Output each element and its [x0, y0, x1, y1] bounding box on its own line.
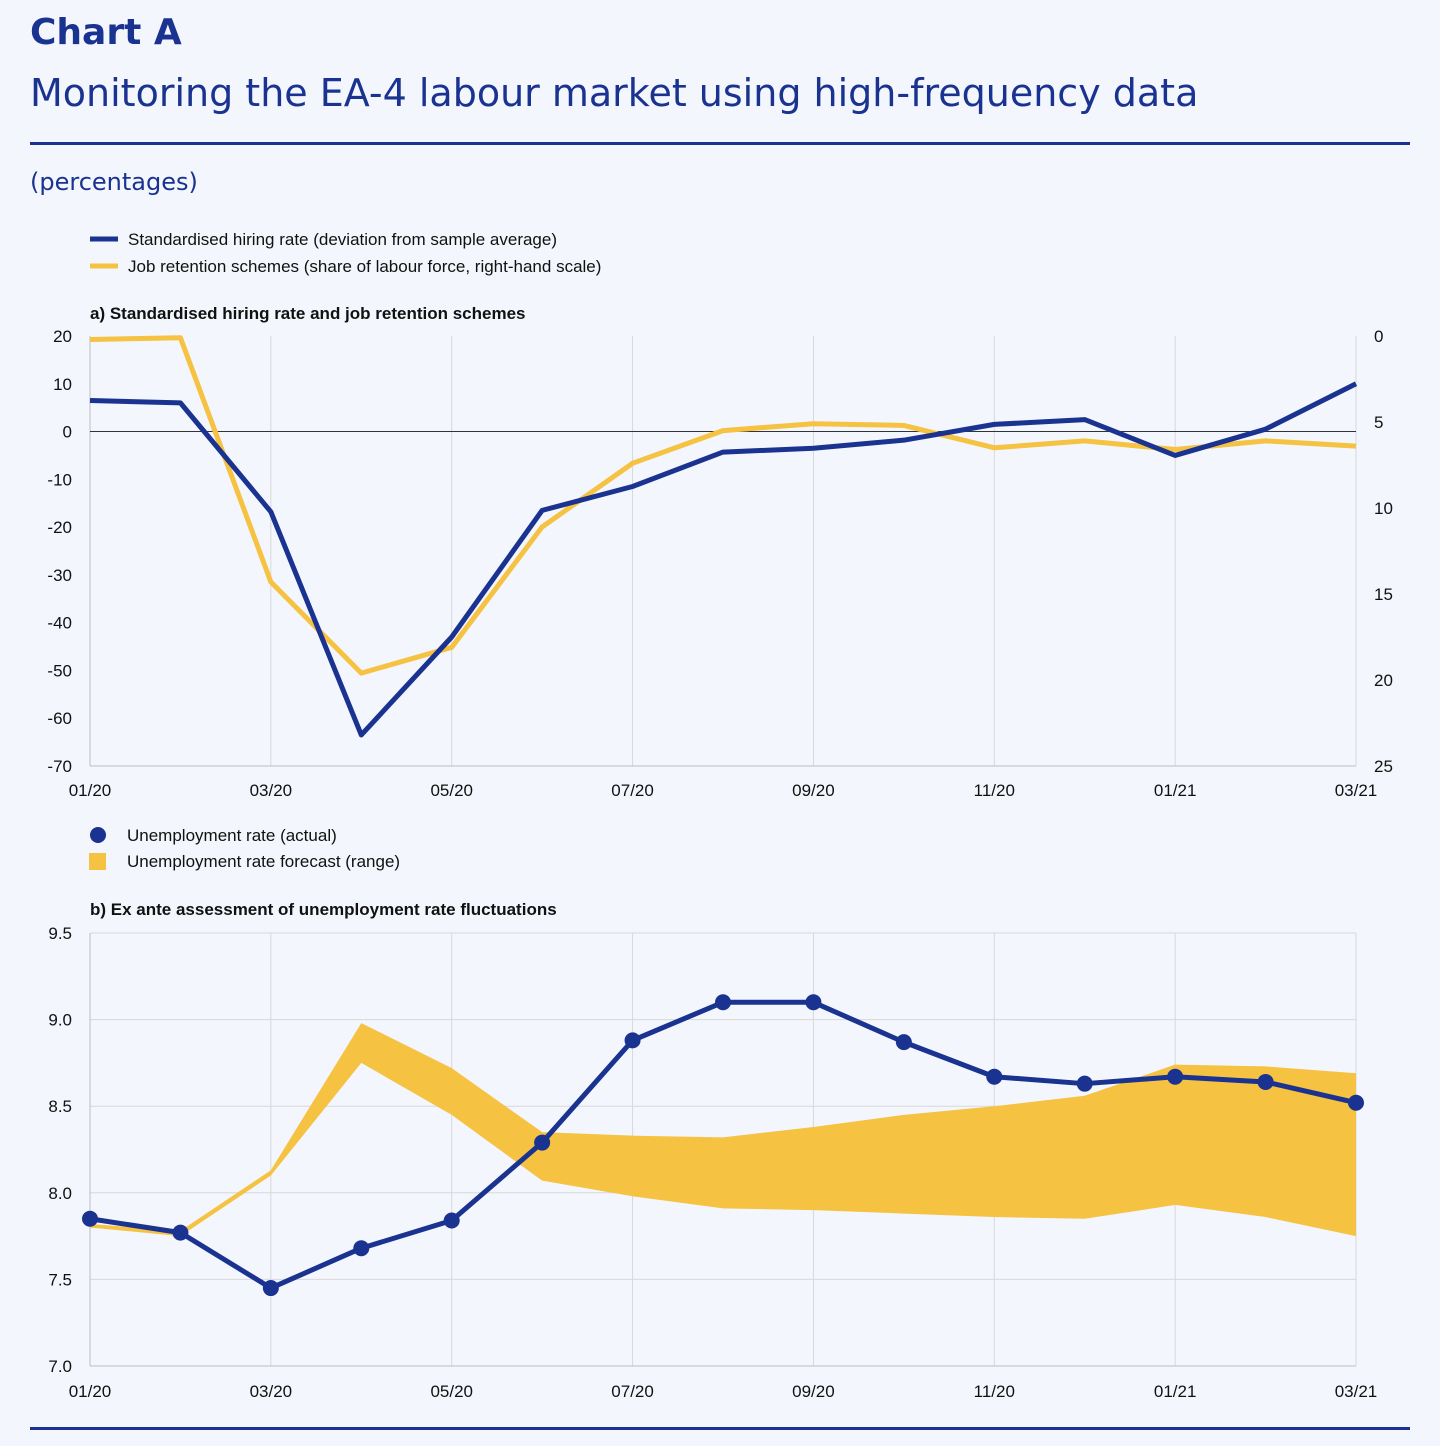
- unemployment-actual-point: [262, 1280, 279, 1297]
- legend-swatch-unemployment-forecast: [89, 853, 106, 870]
- panel-a-x-tick: 01/21: [1154, 781, 1197, 800]
- unemployment-actual-point: [82, 1210, 98, 1227]
- panel-a-right-tick: 10: [1374, 499, 1393, 518]
- unemployment-actual-point: [715, 994, 731, 1011]
- panel-a-x-tick: 05/20: [430, 781, 473, 800]
- panel-a-left-tick: -40: [47, 614, 72, 633]
- unemployment-actual-point: [1348, 1094, 1364, 1111]
- panel-b-x-tick: 03/21: [1335, 1382, 1378, 1401]
- panel-b-x-tick: 01/21: [1154, 1382, 1197, 1401]
- panel-b-x-tick: 09/20: [792, 1382, 835, 1401]
- panel-a-left-tick: -70: [47, 757, 72, 776]
- unemployment-actual-point: [895, 1034, 912, 1051]
- panel-a-title: a) Standardised hiring rate and job rete…: [90, 304, 525, 323]
- panel-a-x-tick: 03/21: [1335, 781, 1378, 800]
- panel-b-y-tick: 8.5: [48, 1097, 72, 1116]
- panel-a-right-tick: 20: [1374, 671, 1393, 690]
- panel-a-x-tick: 01/20: [69, 781, 112, 800]
- unemployment-actual-point: [805, 994, 822, 1011]
- panel-a-right-tick: 15: [1374, 585, 1393, 604]
- unemployment-actual-point: [534, 1134, 551, 1151]
- panel-a-left-tick: -10: [47, 470, 72, 489]
- hiring-rate-line: [89, 381, 1358, 738]
- unemployment-actual-point: [624, 1032, 641, 1049]
- panel-b-y-tick: 9.5: [48, 924, 72, 943]
- panel-a-left-tick: -50: [47, 661, 72, 680]
- panel-a-left-tick: 10: [53, 375, 72, 394]
- unemployment-forecast-band: [90, 1023, 1356, 1237]
- top-rule: [30, 142, 1410, 145]
- legend-swatch-unemployment-actual: [90, 827, 106, 843]
- panel-a-right-tick: 0: [1374, 327, 1383, 346]
- panel-b-y-tick: 8.0: [48, 1184, 72, 1203]
- unemployment-actual-point: [353, 1240, 370, 1257]
- panel-b-title: b) Ex ante assessment of unemployment ra…: [90, 900, 557, 919]
- panel-a-right-tick: 5: [1374, 413, 1383, 432]
- panel-b-y-tick: 7.0: [48, 1357, 72, 1376]
- chart-title: Monitoring the EA-4 labour market using …: [30, 71, 1199, 115]
- legend-label-hiring-rate: Standardised hiring rate (deviation from…: [128, 230, 557, 249]
- panel-a-left-tick: 20: [53, 327, 72, 346]
- panel-b-y-tick: 7.5: [48, 1270, 72, 1289]
- unemployment-actual-point: [986, 1068, 1003, 1085]
- panel-a-left-tick: -60: [47, 709, 72, 728]
- unemployment-actual-point: [1076, 1075, 1093, 1092]
- panel-a-x-tick: 07/20: [611, 781, 654, 800]
- panel-a-x-tick: 09/20: [792, 781, 835, 800]
- panel-b-x-tick: 11/20: [974, 1382, 1015, 1401]
- panel-a-right-tick: 25: [1374, 757, 1393, 776]
- unemployment-actual-point: [1167, 1068, 1184, 1085]
- panel-a-x-tick: 11/20: [974, 781, 1015, 800]
- job-retention-line: [89, 335, 1357, 676]
- legend-label-job-retention: Job retention schemes (share of labour f…: [128, 257, 601, 276]
- panel-a-left-tick: -30: [47, 566, 72, 585]
- panel-a-left-tick: -20: [47, 518, 72, 537]
- chart-header: Chart A Monitoring the EA-4 labour marke…: [30, 10, 1410, 118]
- units-label: (percentages): [30, 168, 198, 196]
- panel-b-x-tick: 05/20: [430, 1382, 473, 1401]
- unemployment-actual-point: [172, 1224, 189, 1241]
- panel-b-y-tick: 9.0: [48, 1011, 72, 1030]
- unemployment-actual-point: [443, 1212, 460, 1229]
- legend-label-unemployment-forecast: Unemployment rate forecast (range): [127, 852, 400, 871]
- panel-a-x-tick: 03/20: [250, 781, 293, 800]
- panel-b-x-tick: 01/20: [69, 1382, 112, 1401]
- unemployment-actual-point: [1257, 1073, 1274, 1090]
- panel-b-x-tick: 07/20: [611, 1382, 654, 1401]
- legend-label-unemployment-actual: Unemployment rate (actual): [127, 826, 337, 845]
- chart-label: Chart A: [30, 12, 182, 53]
- panel-b-x-tick: 03/20: [250, 1382, 293, 1401]
- bottom-rule: [30, 1427, 1410, 1430]
- panel-a-left-tick: 0: [63, 423, 72, 442]
